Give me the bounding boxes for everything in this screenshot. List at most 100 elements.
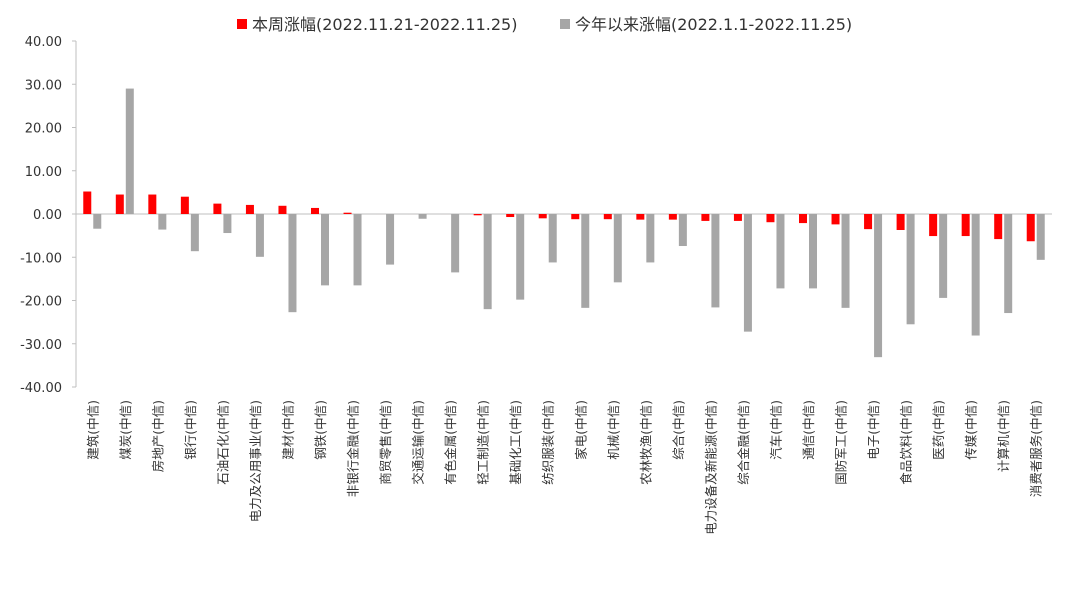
x-tick-label: 国防军工(中信) <box>834 400 849 485</box>
y-tick-label: 0.00 <box>33 208 62 223</box>
legend-label-ytd: 今年以来涨幅(2022.1.1-2022.11.25) <box>575 15 852 34</box>
bar-ytd <box>288 214 297 313</box>
bar-ytd <box>223 214 232 234</box>
bar-ytd <box>353 214 362 286</box>
x-tick-label: 电子(中信) <box>866 400 881 460</box>
bar-ytd <box>743 214 752 332</box>
bar-ytd <box>125 88 134 214</box>
bar-ytd <box>678 214 687 247</box>
x-tick-label: 汽车(中信) <box>768 400 783 460</box>
bar-weekly <box>896 214 905 231</box>
bar-weekly <box>961 214 970 237</box>
bar-ytd <box>386 214 395 265</box>
bar-weekly <box>83 191 92 214</box>
x-tick-labels: 建筑(中信) 煤炭(中信) 房地产(中信) 银行(中信) 石油石化(中信) 电力及公用事业… <box>85 400 1043 535</box>
bar-weekly <box>311 207 319 214</box>
legend-swatch-ytd <box>560 19 570 29</box>
bar-ytd <box>93 214 102 229</box>
legend-label-weekly: 本周涨幅(2022.11.21-2022.11.25) <box>252 15 517 34</box>
bar-ytd <box>613 214 622 283</box>
bar-ytd <box>776 214 785 289</box>
x-tick-label: 银行(中信) <box>183 400 198 460</box>
bar-weekly <box>864 214 873 230</box>
bar-ytd <box>646 214 655 263</box>
x-tick-label: 医药(中信) <box>931 400 946 460</box>
y-tick-label: 10.00 <box>25 165 62 180</box>
x-tick-label: 机械(中信) <box>606 400 621 460</box>
bar-ytd <box>1004 214 1013 314</box>
bar-weekly <box>538 214 547 219</box>
y-tick-label: -20.00 <box>20 295 62 310</box>
y-tick-label: -40.00 <box>20 381 62 396</box>
bar-ytd <box>321 214 329 286</box>
bar-ytd <box>809 214 817 289</box>
bar-weekly <box>473 214 482 216</box>
bar-weekly <box>278 205 287 214</box>
x-tick-label: 非银行金融(中信) <box>346 400 361 497</box>
x-tick-label: 消费者服务(中信) <box>1029 400 1044 497</box>
bar-weekly <box>733 214 742 221</box>
bar-weekly <box>1026 214 1035 242</box>
bar-ytd <box>906 214 915 325</box>
x-tick-label: 纺织服装(中信) <box>541 400 556 485</box>
x-tick-label: 石油石化(中信) <box>215 400 230 485</box>
y-tick-label: 40.00 <box>25 35 62 50</box>
bar-ytd <box>451 214 460 273</box>
x-tick-label: 通信(中信) <box>801 400 816 460</box>
bar-weekly <box>245 204 254 214</box>
bar-weekly <box>343 212 352 214</box>
bar-weekly <box>180 196 189 214</box>
bars <box>83 88 1045 358</box>
x-tick-label: 钢铁(中信) <box>313 400 328 460</box>
x-tick-label: 综合(中信) <box>671 400 686 460</box>
x-tick-label: 商贸零售(中信) <box>378 400 393 485</box>
bar-ytd <box>874 214 883 358</box>
bar-ytd <box>971 214 980 336</box>
bar-weekly <box>506 214 515 218</box>
bar-ytd <box>483 214 492 310</box>
x-tick-label: 建筑(中信) <box>85 400 100 460</box>
y-tick-label: 30.00 <box>25 78 62 93</box>
bar-weekly <box>213 203 222 214</box>
bar-weekly <box>603 214 612 220</box>
x-tick-label: 基础化工(中信) <box>508 400 523 485</box>
bar-weekly <box>929 214 938 237</box>
bar-weekly <box>668 214 677 220</box>
bar-weekly <box>571 214 580 220</box>
x-tick-label: 综合金融(中信) <box>736 400 751 485</box>
bar-weekly <box>799 214 807 224</box>
bar-weekly <box>636 214 645 220</box>
bar-ytd <box>255 214 264 257</box>
bar-ytd <box>939 214 948 298</box>
bar-ytd <box>1036 214 1045 260</box>
bar-weekly <box>148 194 157 214</box>
x-tick-label: 家电(中信) <box>573 400 588 460</box>
bar-ytd <box>841 214 850 308</box>
y-tick-label: -10.00 <box>20 251 62 266</box>
x-tick-label: 食品饮料(中信) <box>899 400 914 485</box>
x-tick-label: 建材(中信) <box>280 400 295 460</box>
x-tick-label: 房地产(中信) <box>150 400 165 472</box>
bar-weekly <box>766 214 775 223</box>
bar-weekly <box>831 214 840 225</box>
y-tick-label: -30.00 <box>20 338 62 353</box>
x-tick-label: 农林牧渔(中信) <box>638 400 653 485</box>
bar-ytd <box>711 214 720 308</box>
x-tick-label: 计算机(中信) <box>996 400 1011 472</box>
bar-ytd <box>158 214 167 230</box>
bar-ytd <box>418 214 427 219</box>
axes: 40.00 30.00 20.00 10.00 0.00 -10.00 -20.00 -30.… <box>20 35 1052 396</box>
bar-weekly <box>701 214 710 221</box>
x-tick-label: 电力设备及新能源(中信) <box>703 400 718 535</box>
x-tick-label: 交通运输(中信) <box>411 400 426 485</box>
legend-swatch-weekly <box>237 19 247 29</box>
x-tick-label: 有色金属(中信) <box>443 400 458 485</box>
bar-ytd <box>516 214 525 300</box>
bar-weekly <box>994 214 1003 240</box>
bar-weekly <box>115 194 124 214</box>
bar-ytd <box>581 214 590 308</box>
y-tick-label: 20.00 <box>25 122 62 137</box>
x-tick-label: 轻工制造(中信) <box>476 400 491 485</box>
x-tick-label: 电力及公用事业(中信) <box>248 400 263 522</box>
